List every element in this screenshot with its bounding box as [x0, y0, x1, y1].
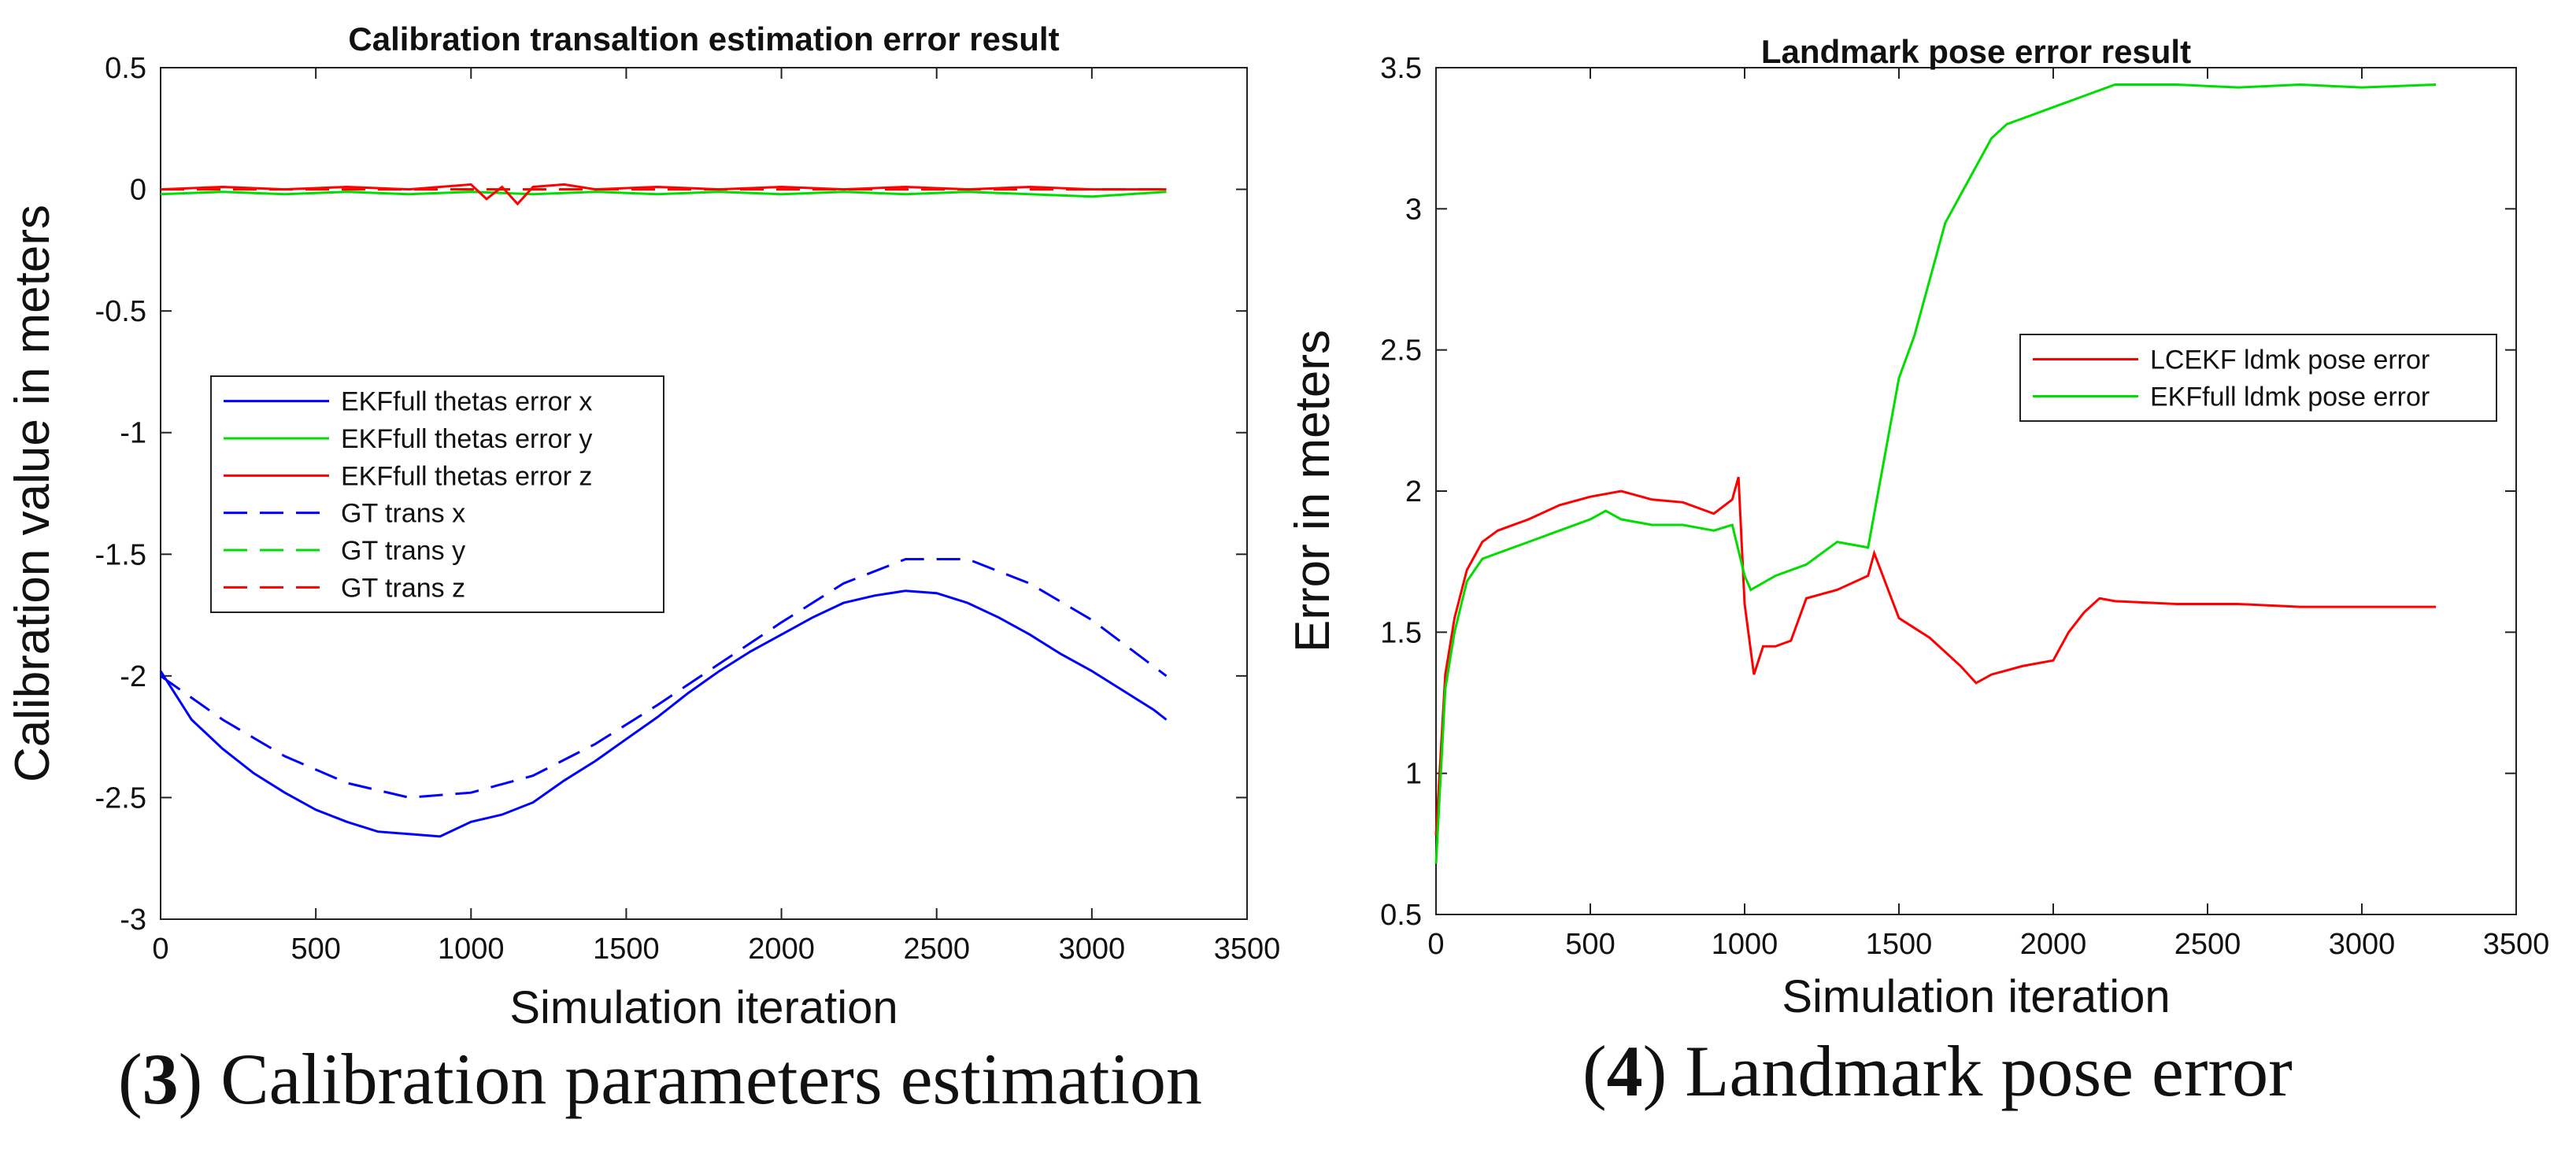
legend-label: EKFfull thetas error y: [341, 424, 592, 454]
x-tick-label: 1000: [438, 933, 505, 966]
legend-label: LCEKF ldmk pose error: [2150, 345, 2430, 375]
y-tick-label: 0.5: [1380, 899, 1422, 932]
y-tick-label: -0.5: [95, 295, 146, 328]
y-tick-label: -2.5: [95, 781, 146, 815]
chart-2: 0 500 1000 1500 2000 2500 3000 3500 0.5 1 1.5 2 2.5 3…: [1286, 33, 2549, 1022]
plot-frame: [1435, 67, 2517, 915]
legend-label: GT trans x: [341, 499, 465, 529]
y-tick-label: -1.5: [95, 538, 146, 571]
y-tick-label: -2: [120, 660, 146, 693]
x-axis-label: Simulation iteration: [509, 982, 898, 1033]
y-axis-label: Error in meters: [1286, 330, 1340, 652]
y-tick-label: 3: [1405, 193, 1422, 226]
y-tick-label: -3: [120, 903, 146, 937]
caption-paren-close: ): [178, 1039, 203, 1119]
x-tick-label: 0: [1427, 928, 1444, 961]
x-tick-label: 3500: [2483, 928, 2550, 961]
caption-number: 4: [1606, 1031, 1643, 1111]
y-tick-label: 0: [130, 174, 146, 207]
caption-paren-close: ): [1642, 1031, 1667, 1111]
legend-box: [2019, 334, 2497, 422]
legend-label: GT trans z: [341, 573, 465, 603]
caption-text: Calibration parameters estimation: [220, 1039, 1202, 1119]
x-tick-label: 2500: [2174, 928, 2241, 961]
legend-label: EKFfull ldmk pose error: [2150, 382, 2430, 412]
series-line-4: [160, 558, 1168, 799]
x-tick-label: 1000: [1712, 928, 1778, 961]
y-tick-label: 0.5: [105, 52, 146, 85]
x-tick-label: 2000: [2020, 928, 2087, 961]
legend: EKFfull thetas error x EKFfull thetas err…: [210, 375, 664, 613]
legend-label: GT trans y: [341, 536, 465, 566]
x-tick-label: 3500: [1214, 933, 1281, 966]
legend-box: [210, 375, 664, 613]
caption-paren-open: (: [118, 1039, 142, 1119]
x-tick-label: 3000: [2329, 928, 2396, 961]
x-tick-label: 1500: [1866, 928, 1933, 961]
y-tick-label: 1: [1405, 758, 1422, 791]
chart-title: Landmark pose error result: [1761, 33, 2191, 70]
x-tick-label: 1500: [593, 933, 660, 966]
y-tick-label: 3.5: [1380, 52, 1422, 85]
x-tick-label: 500: [1565, 928, 1615, 961]
y-axis-label: Calibration value in meters: [6, 205, 60, 782]
chart-title: Calibration transaltion estimation error…: [348, 20, 1059, 57]
y-tick-label: 1.5: [1380, 616, 1422, 649]
x-tick-label: 2500: [903, 933, 970, 966]
caption-right: (4) Landmark pose error: [1582, 1029, 2293, 1113]
series-line-2: [160, 190, 1167, 198]
x-axis-label: Simulation iteration: [1782, 971, 2170, 1022]
caption-paren-open: (: [1582, 1031, 1607, 1111]
x-tick-label: 0: [152, 933, 168, 966]
series-line-3: [160, 183, 1167, 206]
y-tick-label: -1: [120, 417, 146, 450]
caption-number: 3: [142, 1039, 179, 1119]
y-tick-label: 2.5: [1380, 334, 1422, 368]
y-tick-label: 2: [1405, 475, 1422, 508]
legend-label: EKFfull thetas error x: [341, 387, 592, 417]
x-tick-label: 3000: [1059, 933, 1126, 966]
x-tick-label: 500: [291, 933, 340, 966]
legend-label: EKFfull thetas error z: [341, 461, 592, 491]
series-line-1: [159, 589, 1168, 838]
plot-frame: [160, 67, 1248, 920]
chart-1: 0 500 1000 1500 2000 2500 3000 3500 -3 -2.5 -2 -1.5…: [6, 20, 1280, 1033]
series-line-1: [1434, 476, 2437, 836]
caption-left: (3) Calibration parameters estimation: [118, 1037, 1202, 1121]
legend: LCEKF ldmk pose error EKFfull ldmk pose e…: [2019, 334, 2497, 422]
series-line-2: [1434, 83, 2437, 864]
caption-text: Landmark pose error: [1685, 1031, 2293, 1111]
x-tick-label: 2000: [748, 933, 815, 966]
